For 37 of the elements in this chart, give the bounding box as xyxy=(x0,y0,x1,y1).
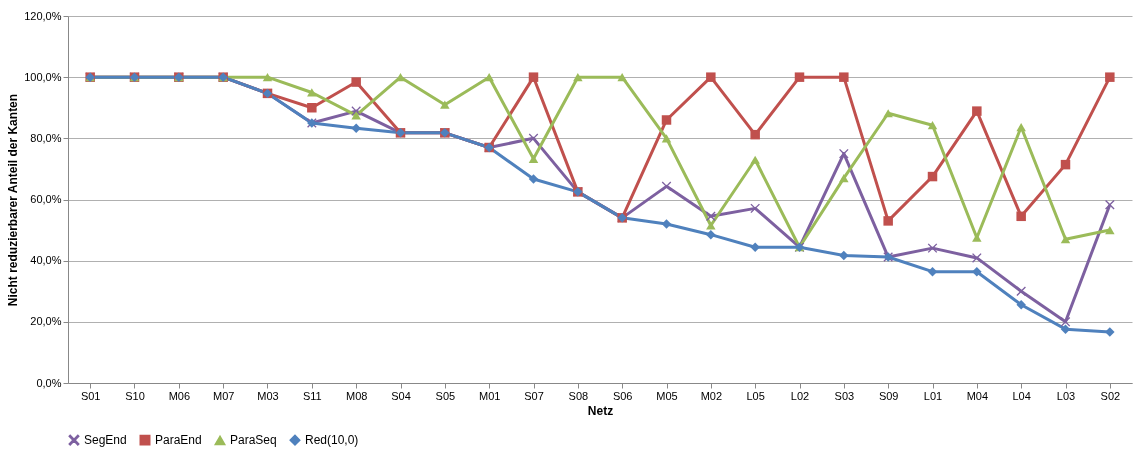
x-tick-label: M06 xyxy=(168,389,191,402)
x-tick-label: S07 xyxy=(524,389,544,402)
x-tick-label: S04 xyxy=(391,389,411,402)
x-tick-label: L04 xyxy=(1012,389,1031,402)
x-tick-label: L01 xyxy=(923,389,943,402)
x-tick-label: M07 xyxy=(212,389,235,402)
x-tick-label: L02 xyxy=(790,389,810,402)
x-tick-label: S01 xyxy=(80,389,101,402)
x-axis-title: Netz xyxy=(587,403,614,418)
y-tick-label: 60,0% xyxy=(30,193,62,205)
x-tick-label: S09 xyxy=(878,389,899,402)
y-axis-title: Nicht reduzierbarer Anteil der Kanten xyxy=(6,93,21,307)
x-tick-label: S02 xyxy=(1100,389,1121,402)
legend-label: ParaSeq xyxy=(230,433,277,448)
x-tick-label: L03 xyxy=(1056,389,1076,402)
legend-label: Red(10,0) xyxy=(305,433,359,448)
y-tick-label: 100,0% xyxy=(24,70,62,83)
x-tick-label: M05 xyxy=(656,389,678,402)
x-tick-label: L05 xyxy=(746,389,765,402)
legend-label: SegEnd xyxy=(84,433,127,448)
x-tick-label: S06 xyxy=(612,389,633,402)
x-tick-label: S08 xyxy=(568,389,589,402)
y-tick-label: 0,0% xyxy=(36,376,62,389)
x-tick-label: S11 xyxy=(302,389,322,402)
x-tick-label: M04 xyxy=(966,389,989,402)
x-tick-label: S05 xyxy=(435,389,456,402)
y-tick-label: 80,0% xyxy=(30,131,62,144)
x-tick-label: M08 xyxy=(345,389,368,402)
y-tick-label: 120,0% xyxy=(24,9,62,22)
y-tick-label: 20,0% xyxy=(30,315,62,328)
x-tick-label: M03 xyxy=(257,389,279,402)
x-tick-label: M01 xyxy=(478,389,501,402)
legend-label: ParaEnd xyxy=(155,433,202,448)
x-tick-label: S10 xyxy=(125,389,145,402)
x-tick-label: M02 xyxy=(700,389,723,402)
y-tick-label: 40,0% xyxy=(30,254,62,267)
x-tick-label: S03 xyxy=(834,389,855,402)
